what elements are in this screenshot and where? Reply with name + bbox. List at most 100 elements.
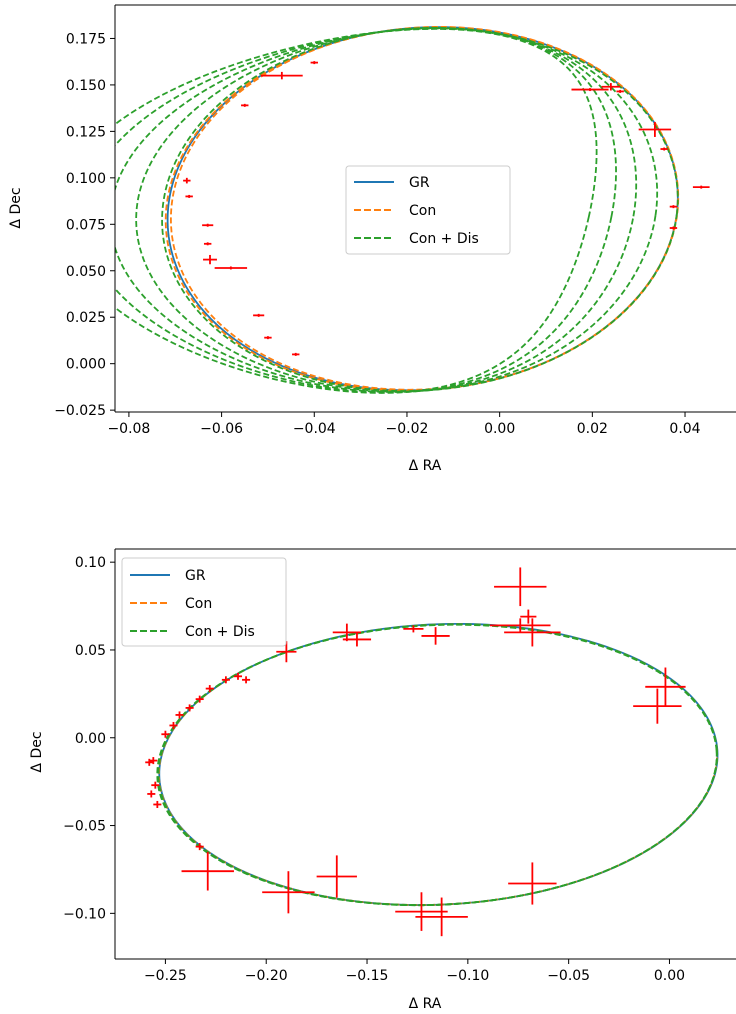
top-observation-point (203, 242, 212, 246)
top-observation-point (292, 352, 300, 356)
bottom-observation-point (169, 721, 178, 729)
bottom-observation-point (342, 632, 372, 647)
top-chart-observations (183, 61, 710, 356)
top-observation-point (241, 103, 249, 107)
bottom-observation-point (145, 758, 154, 766)
top-chart-axes (114, 4, 736, 413)
top-observation-point (660, 147, 668, 151)
bottom-chart-x-ticks: −0.25 −0.20 −0.15 −0.10 −0.05 0.00 (144, 959, 685, 984)
bottom-x-tick-label: 0.00 (654, 968, 685, 984)
top-legend-con-label: Con (409, 203, 436, 219)
top-observation-point (669, 226, 678, 230)
bottom-observation-point (161, 730, 170, 738)
bottom-chart-y-ticks: −0.10 −0.05 0.00 0.05 0.10 (63, 555, 115, 922)
top-x-tick-label: −0.06 (200, 421, 243, 437)
bottom-observation-point (520, 609, 537, 624)
bottom-x-tick-label: −0.25 (144, 968, 187, 984)
top-observation-point (638, 122, 672, 137)
top-orbit-con-dis (115, 27, 598, 394)
bottom-observation-point (147, 790, 156, 798)
top-observation-point (260, 71, 303, 80)
bottom-legend-con-dis-label: Con + Dis (185, 624, 255, 640)
top-chart-y-ticks: −0.025 0.000 0.025 0.050 0.075 0.100 0.125 0.15… (54, 31, 115, 419)
bottom-y-tick-label: −0.05 (63, 819, 106, 835)
bottom-chart-x-axis-label: Δ RA (409, 996, 442, 1012)
bottom-orbit-con-dis (156, 623, 718, 907)
top-observation-point (202, 223, 214, 227)
bottom-chart-axes (114, 548, 736, 960)
top-observation-point (571, 88, 609, 92)
bottom-observation-point (276, 641, 297, 663)
bottom-observation-point (185, 704, 194, 712)
bottom-legend-gr-label: GR (185, 568, 206, 584)
bottom-observation-point (403, 625, 424, 633)
top-orbit-con-dis (161, 26, 679, 392)
top-orbit-con-dis (135, 27, 659, 393)
bottom-observation-point (504, 618, 561, 647)
bottom-observation-point (153, 800, 162, 808)
bottom-observation-point (195, 843, 204, 851)
top-y-tick-label: 0.000 (66, 357, 106, 373)
top-chart-legend: GR Con Con + Dis (345, 165, 511, 255)
top-observation-point (310, 61, 318, 65)
bottom-observation-point (421, 627, 450, 645)
top-x-tick-label: −0.04 (293, 421, 336, 437)
top-y-tick-label: 0.100 (66, 171, 106, 187)
top-observation-point (264, 336, 272, 340)
bottom-observation-point (205, 685, 214, 693)
top-x-tick-label: 0.04 (669, 421, 700, 437)
top-x-tick-label: −0.08 (107, 421, 150, 437)
top-y-tick-label: 0.075 (66, 217, 106, 233)
top-x-tick-label: 0.00 (484, 421, 515, 437)
bottom-observation-point (233, 672, 243, 680)
bottom-chart-legend: GR Con Con + Dis (121, 557, 287, 647)
top-y-tick-label: 0.150 (66, 78, 106, 94)
bottom-y-tick-label: −0.10 (63, 906, 106, 922)
bottom-observation-point (415, 897, 468, 937)
top-observation-point (669, 205, 678, 209)
bottom-observation-point (242, 676, 251, 684)
top-observation-point (214, 266, 248, 270)
bottom-x-tick-label: −0.15 (346, 968, 389, 984)
top-y-tick-label: 0.125 (66, 124, 106, 140)
bottom-y-tick-label: 0.10 (75, 555, 106, 571)
top-y-tick-label: 0.175 (66, 31, 106, 47)
bottom-chart-observations (145, 567, 686, 937)
bottom-x-tick-label: −0.20 (245, 968, 288, 984)
bottom-chart-orbit-curves (156, 622, 719, 907)
top-observation-point (616, 89, 624, 93)
top-y-tick-label: −0.025 (54, 403, 106, 419)
bottom-y-tick-label: 0.05 (75, 643, 106, 659)
bottom-chart-y-axis-label: Δ Dec (29, 731, 45, 772)
top-y-tick-label: 0.025 (66, 310, 106, 326)
bottom-x-tick-label: −0.05 (547, 968, 590, 984)
bottom-observation-point (175, 711, 184, 719)
top-x-tick-label: −0.02 (386, 421, 429, 437)
top-legend-gr-label: GR (409, 175, 430, 191)
top-orbit-con (169, 25, 680, 391)
top-x-tick-label: 0.02 (577, 421, 608, 437)
top-y-tick-label: 0.050 (66, 264, 106, 280)
top-chart-x-ticks: −0.08 −0.06 −0.04 −0.02 0.00 0.02 0.04 (107, 412, 701, 437)
bottom-orbit-chart: −0.25 −0.20 −0.15 −0.10 −0.05 0.00 −0.10 −0.05… (29, 548, 736, 1012)
bottom-x-tick-label: −0.10 (446, 968, 489, 984)
bottom-chart-legend-frame (121, 557, 287, 647)
bottom-observation-point (151, 781, 160, 789)
top-orbit-chart: −0.08 −0.06 −0.04 −0.02 0.00 0.02 0.04 −0.025 0… (8, 4, 736, 474)
bottom-legend-con-label: Con (185, 596, 212, 612)
top-chart-x-axis-label: Δ RA (409, 458, 442, 474)
bottom-observation-point (181, 851, 234, 891)
bottom-observation-point (395, 892, 448, 931)
bottom-observation-point (195, 695, 204, 703)
bottom-observation-point (316, 855, 357, 898)
bottom-y-tick-label: 0.00 (75, 731, 106, 747)
bottom-observation-point (633, 688, 682, 724)
top-legend-con-dis-label: Con + Dis (409, 231, 479, 247)
top-observation-point (253, 313, 265, 317)
top-observation-point (183, 177, 191, 184)
bottom-observation-point (490, 618, 551, 633)
top-observation-point (203, 254, 217, 265)
bottom-observation-point (221, 676, 230, 684)
top-orbit-con-dis (115, 27, 617, 394)
